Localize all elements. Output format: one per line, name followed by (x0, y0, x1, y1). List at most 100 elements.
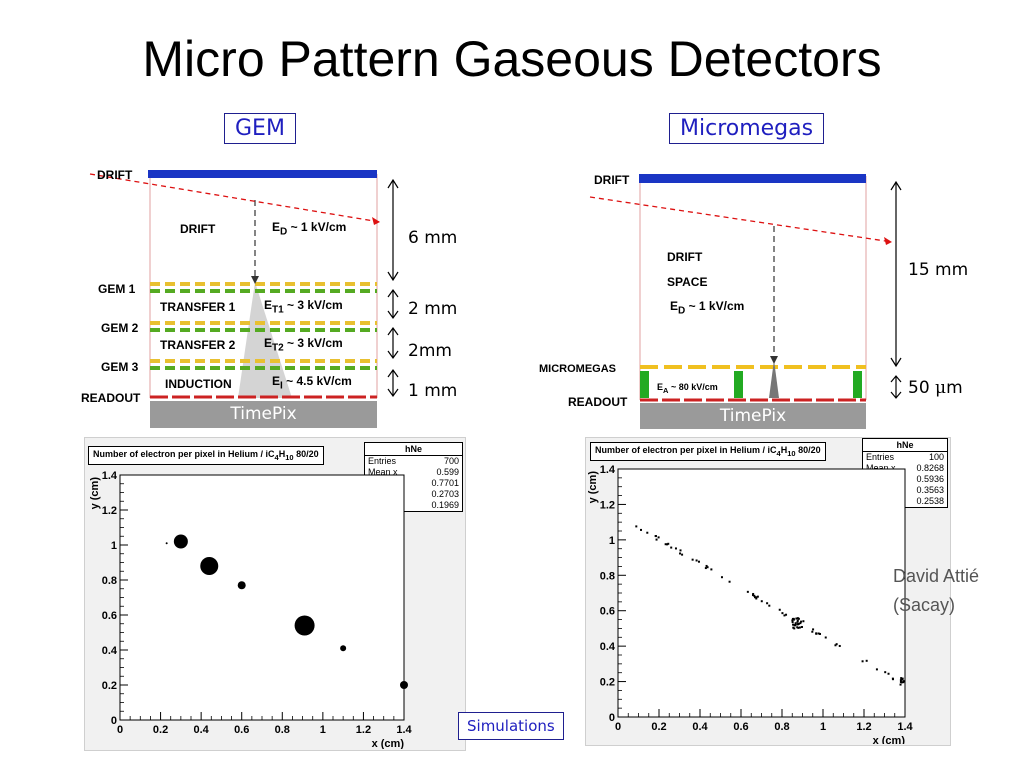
right-ytick-label: 1.2 (600, 499, 615, 511)
micromegas-label: Micromegas (669, 113, 825, 144)
transfer2-label: TRANSFER 2 (160, 338, 236, 352)
right-ytick-label: 0.2 (600, 677, 615, 689)
left-plot-area (119, 474, 405, 721)
mm-ed-field: ED ~ 1 kV/cm (670, 299, 745, 317)
right-hit (838, 644, 841, 647)
right-hit (797, 626, 800, 629)
gem-drift-label: DRIFT (97, 168, 133, 182)
left-xtick-label: 0.6 (234, 724, 249, 736)
right-hit (720, 576, 723, 579)
right-hit (891, 677, 894, 680)
left-ytick-label: 0.2 (102, 680, 117, 692)
left-xtick-label: 0.2 (153, 724, 168, 736)
credit-affiliation: (Sacay) (893, 595, 956, 615)
gem-foil-2 (150, 321, 377, 332)
right-hit (766, 602, 769, 605)
left-xtick-label: 1.2 (356, 724, 371, 736)
left-cluster (400, 681, 408, 689)
right-hit (824, 636, 827, 639)
left-xtick-label: 0.4 (193, 724, 209, 736)
transfer1-label: TRANSFER 1 (160, 300, 236, 314)
left-cluster (165, 542, 168, 545)
right-hit (705, 564, 708, 567)
right-hit (753, 594, 756, 597)
right-hit (800, 620, 803, 623)
right-hit (674, 547, 677, 550)
right-ytick-label: 0.4 (600, 641, 616, 653)
right-stat-row: Mean x 0.8268 (866, 463, 944, 473)
right-hit (778, 608, 781, 611)
mm-drift-space-line2: SPACE (667, 275, 708, 289)
right-hit (755, 596, 758, 599)
right-xtick-label: 1.2 (856, 721, 871, 733)
right-ytick-label: 1.4 (600, 464, 616, 476)
credit-name: David Attié (893, 566, 980, 586)
gem-label: GEM (224, 113, 296, 144)
left-cluster (173, 534, 188, 549)
mm-pillar-1 (640, 371, 649, 398)
right-xtick-label: 0.8 (774, 721, 789, 733)
gem-readout-label: READOUT (81, 391, 141, 405)
right-ytick-label: 0.6 (600, 606, 615, 618)
right-hit (728, 580, 731, 583)
left-cluster (294, 615, 315, 636)
left-ytick-label: 0 (111, 715, 117, 727)
right-hit (655, 538, 658, 541)
right-hit (792, 617, 795, 620)
right-xtick-label: 1.4 (897, 721, 913, 733)
right-stat-row: Entries 100 (866, 452, 944, 462)
right-hit (796, 626, 799, 629)
left-stat-row: Entries 700 (368, 456, 459, 466)
right-hit (796, 623, 799, 626)
right-hit (811, 630, 814, 633)
gem3-label: GEM 3 (101, 360, 139, 374)
right-hit (899, 683, 902, 686)
right-hit (875, 668, 878, 671)
right-hit (670, 546, 673, 549)
right-hit (795, 617, 798, 620)
right-plot-title: Number of electron per pixel in Helium /… (590, 442, 826, 461)
gem-track-arrowhead (372, 217, 380, 225)
simulations-label: Simulations (458, 712, 564, 740)
right-hit (785, 613, 788, 616)
gem-drift-inner: DRIFT (180, 222, 216, 236)
right-hit (794, 623, 797, 626)
right-ylabel: y (cm) (587, 471, 599, 504)
mm-avalanche-shape (769, 360, 779, 398)
right-hit (755, 597, 758, 600)
right-hit (796, 620, 799, 623)
right-hit (706, 566, 709, 569)
right-hit (695, 559, 698, 562)
right-hit (752, 592, 755, 595)
left-xtick-label: 1 (320, 724, 326, 736)
right-hit (704, 567, 707, 570)
mm-drift-space-line1: DRIFT (667, 250, 703, 264)
left-stat-row: Mean x 0.599 (368, 467, 459, 477)
right-hit (679, 552, 682, 555)
right-hit (640, 528, 643, 531)
right-hit (800, 625, 803, 628)
right-hit (746, 590, 749, 593)
right-xtick-label: 0.4 (692, 721, 708, 733)
right-ytick-label: 0.8 (600, 570, 615, 582)
right-hit (791, 619, 794, 622)
mm-dim-15mm: 15 mm (908, 260, 969, 280)
left-stats-title: hNe (365, 443, 462, 456)
left-ylabel: y (cm) (89, 477, 101, 510)
right-hit (865, 659, 868, 662)
right-xlabel: x (cm) (873, 735, 906, 744)
left-plot-title: Number of electron per pixel in Helium /… (88, 446, 324, 465)
mm-track-arrowhead (884, 237, 892, 245)
page-title: Micro Pattern Gaseous Detectors (142, 31, 882, 87)
right-hit (654, 535, 657, 538)
gem-ei-field: EI ~ 4.5 kV/cm (272, 374, 352, 392)
mm-electron-arrowhead (770, 356, 778, 364)
gem-electron-arrowhead (251, 276, 259, 284)
mm-dimension-arrows (890, 180, 902, 399)
mm-pillar-2 (734, 371, 743, 398)
right-hit (794, 622, 797, 625)
right-hit (819, 632, 822, 635)
left-ytick-label: 0.6 (102, 610, 117, 622)
mm-readout-label: READOUT (568, 395, 628, 409)
gem-track (89, 173, 381, 223)
